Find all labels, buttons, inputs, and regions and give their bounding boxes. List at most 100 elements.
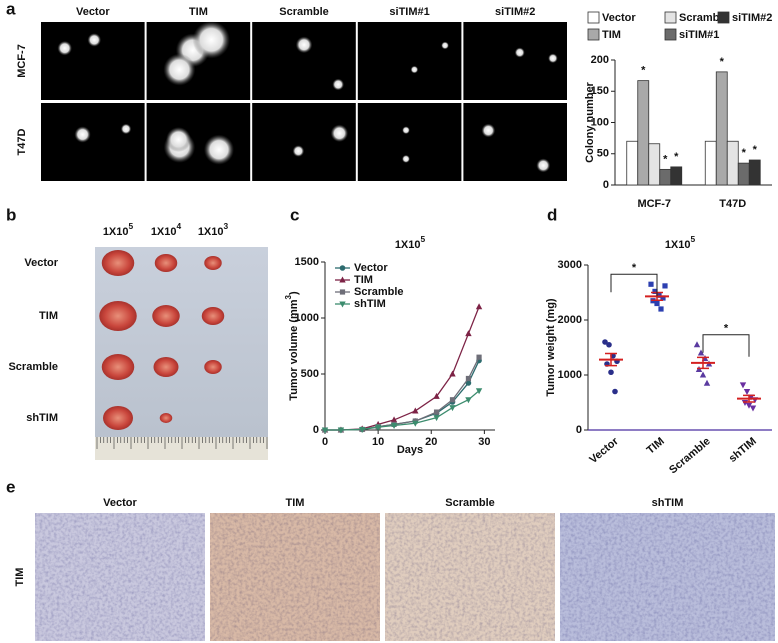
colony: [57, 40, 72, 56]
legend-label: Vector: [602, 12, 636, 24]
column-label: siTIM#1: [389, 6, 429, 18]
point: [743, 389, 751, 395]
marker: [433, 415, 440, 422]
column-label: shTIM: [652, 497, 684, 509]
tumor: [99, 301, 137, 331]
tumor: [103, 406, 133, 430]
significance: *: [674, 151, 679, 163]
point: [652, 288, 658, 294]
label: 1X105: [665, 234, 696, 251]
marker: [321, 427, 329, 434]
y-tick-label: 0: [313, 424, 319, 436]
ihc-image: [35, 513, 205, 641]
colony-image: [146, 103, 251, 181]
bracket: [610, 273, 658, 297]
ihc-image: [560, 513, 775, 641]
point: [745, 402, 753, 409]
y-tick-label: 3000: [558, 259, 582, 271]
x-tick-label: TIM: [645, 435, 667, 456]
row-label: TIM: [14, 568, 26, 587]
point: [608, 369, 614, 376]
significance: *: [742, 147, 747, 159]
label: 1X104: [151, 221, 182, 238]
legend-label: TIM: [602, 29, 621, 41]
colony: [536, 158, 551, 173]
ruler: [95, 437, 268, 460]
panel-letter: b: [6, 205, 16, 224]
column-label: Vector: [76, 6, 110, 18]
label-exponent: 5: [129, 221, 134, 231]
colony: [166, 127, 192, 153]
x-tick-label: Vector: [587, 435, 621, 466]
x-tick-label: Scramble: [667, 435, 713, 476]
point: [612, 388, 618, 395]
y-tick-label: 200: [591, 54, 609, 66]
marker: [433, 409, 440, 415]
colony: [514, 47, 525, 58]
point: [660, 295, 666, 301]
colony: [163, 53, 196, 86]
marker: [358, 426, 366, 433]
point: [662, 283, 668, 289]
bar: [737, 162, 750, 186]
label-text: Tumor volume (mm: [288, 299, 300, 400]
label-base: 1X10: [151, 226, 177, 238]
bar: [726, 140, 739, 186]
column-label: Scramble: [279, 6, 329, 18]
x-tick-label: T47D: [719, 198, 746, 210]
y-axis-label: Tumor volume (mm3): [284, 291, 300, 401]
y-tick-label: 2000: [558, 314, 582, 326]
colony: [401, 154, 410, 163]
label-exponent: 5: [421, 234, 426, 244]
colony-image: [41, 103, 145, 181]
bar: [670, 166, 683, 186]
point: [602, 339, 608, 345]
colony-image: [252, 103, 356, 181]
marker: [449, 397, 456, 403]
label-exponent: 3: [224, 221, 229, 231]
marker: [339, 289, 346, 295]
bar: [626, 140, 639, 186]
marker: [465, 375, 472, 382]
marker: [412, 407, 419, 414]
marker: [465, 380, 472, 386]
row-label: MCF-7: [16, 44, 28, 78]
colony: [292, 145, 305, 157]
colony: [402, 126, 410, 135]
y-tick-label: 50: [597, 148, 609, 160]
legend-label: Vector: [354, 262, 388, 274]
legend-label: TIM: [354, 274, 373, 286]
label-exponent: 4: [177, 221, 182, 231]
column-label: siTIM#2: [495, 6, 535, 18]
point: [699, 371, 707, 378]
significance: *: [663, 153, 668, 165]
tumor: [201, 307, 225, 325]
tumor: [153, 357, 179, 377]
colony: [481, 123, 496, 138]
label-exponent: 5: [691, 234, 696, 244]
legend-label: Scramble: [679, 12, 729, 24]
marker: [339, 265, 346, 271]
legend-label: Scramble: [354, 286, 404, 298]
marker: [433, 392, 440, 399]
legend-swatch: [717, 11, 730, 24]
colony: [203, 134, 235, 165]
significance: *: [641, 65, 646, 77]
ihc-image: [385, 513, 555, 641]
y-tick-label: 1500: [295, 256, 319, 268]
y-tick-label: 100: [591, 116, 609, 128]
label-base: 1X10: [665, 239, 691, 251]
colony-image: [357, 103, 462, 181]
marker: [476, 354, 482, 360]
x-tick-label: shTIM: [727, 435, 759, 465]
colony: [74, 126, 91, 143]
row-label: Vector: [24, 257, 58, 269]
legend-label: shTIM: [354, 298, 386, 310]
label-base: 1X10: [198, 226, 224, 238]
point: [656, 292, 662, 298]
bar: [637, 80, 650, 186]
row-label: shTIM: [26, 412, 58, 424]
colony: [120, 123, 132, 135]
tumor: [152, 305, 180, 327]
